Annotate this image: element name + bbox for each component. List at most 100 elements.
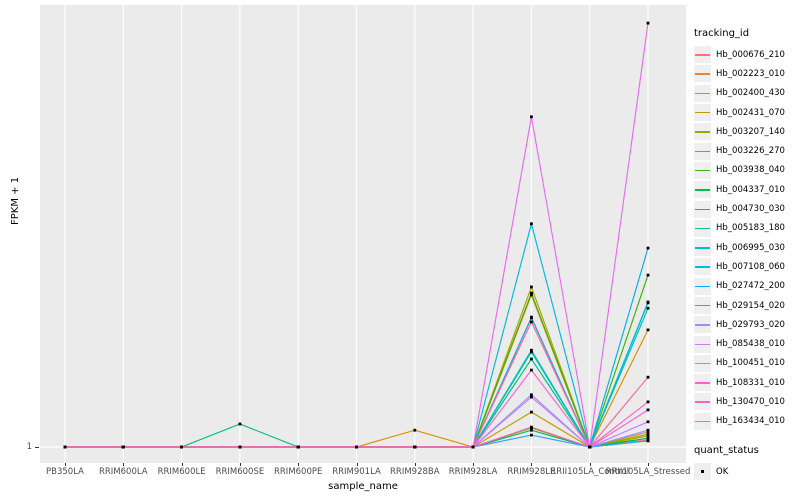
legend-item-label: Hb_005183_180 xyxy=(716,223,785,234)
legend-item-Hb_000676_210: Hb_000676_210 xyxy=(694,45,798,64)
legend-line-icon xyxy=(695,112,710,114)
legend-line-icon xyxy=(695,227,710,230)
x-tick-mark xyxy=(589,463,591,466)
legend-key-swatch xyxy=(694,239,711,257)
legend-line-icon xyxy=(695,401,710,403)
data-point xyxy=(530,291,533,295)
x-tick-label-RRII105LA_Control: RRII105LA_Control xyxy=(550,467,630,477)
data-point xyxy=(530,293,533,297)
y-axis-title: FPKM + 1 xyxy=(10,176,21,225)
x-tick-mark xyxy=(473,463,475,466)
legend-item-Hb_002400_430: Hb_002400_430 xyxy=(694,84,798,103)
legend-key-swatch xyxy=(694,316,711,334)
data-point xyxy=(646,375,650,379)
legend-item-label: Hb_027472_200 xyxy=(716,281,785,292)
data-point xyxy=(530,285,533,289)
x-tick-mark xyxy=(298,463,300,466)
legend-key-swatch xyxy=(694,84,711,102)
x-tick-label-RRII105LA_Stressed: RRII105LA_Stressed xyxy=(605,467,691,477)
legend-key-swatch xyxy=(694,335,711,353)
data-point xyxy=(646,246,650,250)
legend-line-icon xyxy=(695,92,710,95)
legend-line-icon xyxy=(695,189,710,191)
legend-key-swatch xyxy=(694,393,711,411)
plot-panel xyxy=(40,5,686,463)
legend-item-label: Hb_006995_030 xyxy=(716,242,785,253)
x-tick-mark xyxy=(356,463,358,466)
data-point xyxy=(530,357,533,361)
legend-item-label: Hb_000676_210 xyxy=(716,49,785,60)
data-point xyxy=(646,439,650,443)
legend-item-Hb_085438_010: Hb_085438_010 xyxy=(694,334,798,353)
legend-item-label: Hb_029793_020 xyxy=(716,319,785,330)
x-axis-title: sample_name xyxy=(328,481,398,492)
legend-title-tracking-id: tracking_id xyxy=(694,28,750,39)
data-point xyxy=(646,428,650,432)
legend-item-Hb_029154_020: Hb_029154_020 xyxy=(694,296,798,315)
data-point xyxy=(63,445,67,449)
data-point xyxy=(588,445,592,449)
data-point xyxy=(530,222,533,226)
legend-line-icon xyxy=(695,362,710,365)
legend-key-swatch xyxy=(694,354,711,372)
legend-line-icon xyxy=(695,73,710,75)
data-point xyxy=(646,436,650,440)
legend-key-swatch xyxy=(694,258,711,276)
data-point xyxy=(646,430,650,434)
x-tick-label-RRIM600PE: RRIM600PE xyxy=(274,467,323,477)
legend-item-label: Hb_029154_020 xyxy=(716,300,785,311)
data-point xyxy=(355,445,358,449)
legend-item-label: Hb_003226_270 xyxy=(716,146,785,157)
data-point xyxy=(180,445,183,449)
data-point xyxy=(413,428,417,432)
legend-items: Hb_000676_210 Hb_002223_010 Hb_002400_430 H… xyxy=(694,45,798,431)
legend-line-icon xyxy=(695,324,710,326)
x-tick-label-RRIM928LE: RRIM928LE xyxy=(507,467,556,477)
quant-status-key xyxy=(694,463,711,481)
data-point xyxy=(646,420,650,424)
legend-key-swatch xyxy=(694,297,711,314)
legend-item-label: Hb_007108_060 xyxy=(716,261,785,272)
y-tick-mark xyxy=(35,446,39,448)
legend-line-icon xyxy=(695,150,710,153)
legend-item-Hb_002431_070: Hb_002431_070 xyxy=(694,103,798,122)
data-point xyxy=(646,432,650,436)
data-point xyxy=(238,445,242,449)
x-tick-mark xyxy=(239,463,241,466)
legend-line-icon xyxy=(695,343,710,345)
x-tick-label-RRIM928BA: RRIM928BA xyxy=(390,467,440,477)
data-point xyxy=(646,328,650,332)
legend-item-label: Hb_108331_010 xyxy=(716,377,785,388)
legend-item-Hb_002223_010: Hb_002223_010 xyxy=(694,64,798,83)
legend-item-label: Hb_163434_010 xyxy=(716,416,785,427)
legend-line-icon xyxy=(695,285,710,288)
legend-item-label: Hb_002431_070 xyxy=(716,107,785,118)
x-tick-mark xyxy=(123,463,125,466)
data-point xyxy=(530,320,533,324)
legend-key-swatch xyxy=(694,181,711,199)
x-tick-label-PB350LA: PB350LA xyxy=(46,467,84,477)
legend-key-swatch xyxy=(694,374,711,392)
data-point xyxy=(296,445,300,449)
legend-key-swatch xyxy=(694,277,711,295)
plot-canvas xyxy=(40,5,686,463)
legend-key-swatch xyxy=(694,46,711,64)
data-point xyxy=(530,348,533,352)
legend-item-Hb_007108_060: Hb_007108_060 xyxy=(694,257,798,276)
data-point xyxy=(530,350,533,354)
data-point xyxy=(646,400,650,404)
x-tick-label-RRIM600SE: RRIM600SE xyxy=(215,467,265,477)
data-point xyxy=(238,422,242,426)
x-tick-mark xyxy=(648,463,649,466)
data-point xyxy=(530,393,533,397)
legend-item-label: Hb_002400_430 xyxy=(716,88,785,99)
legend-line-icon xyxy=(695,305,710,307)
data-point xyxy=(471,445,475,449)
legend-key-swatch xyxy=(694,161,711,179)
data-point xyxy=(646,273,650,277)
legend-item-label: Hb_004730_030 xyxy=(716,204,785,215)
legend-line-icon xyxy=(695,247,710,249)
data-point xyxy=(530,316,533,320)
legend-item-Hb_004730_030: Hb_004730_030 xyxy=(694,199,798,218)
legend-line-icon xyxy=(695,266,710,268)
